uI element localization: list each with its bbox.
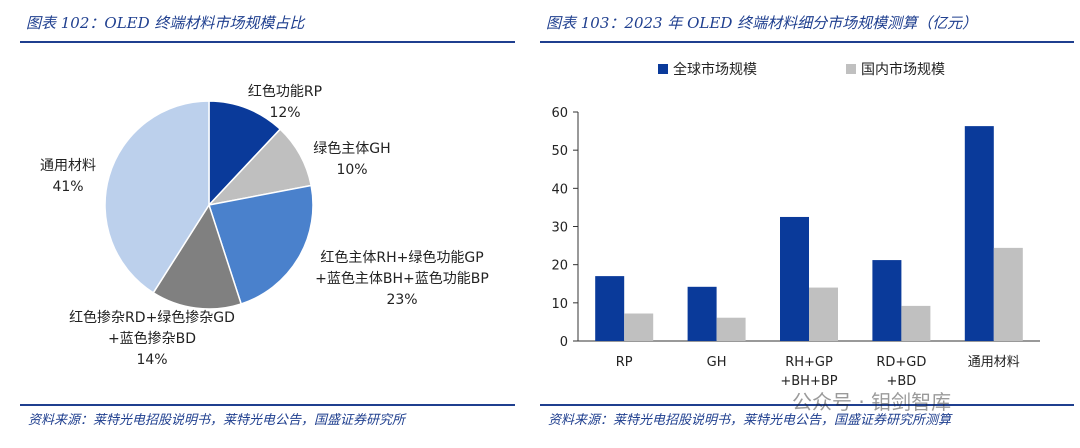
title-rule bbox=[540, 41, 1074, 43]
y-tick-label: 50 bbox=[551, 144, 568, 159]
bar-source-note: 资料来源：莱特光电招股说明书，莱特光电公告，国盛证券研究所测算 bbox=[548, 413, 952, 428]
y-tick-label: 20 bbox=[551, 259, 568, 274]
slice-value-label: 41% bbox=[52, 179, 83, 195]
y-tick-label: 60 bbox=[551, 106, 568, 121]
slice-category-label: +蓝色主体BH+蓝色功能BP bbox=[315, 270, 489, 287]
y-tick-label: 30 bbox=[551, 221, 568, 236]
bar-domestic bbox=[716, 317, 746, 341]
legend-label: 全球市场规模 bbox=[673, 61, 757, 78]
bar-global bbox=[687, 286, 717, 341]
bar-global bbox=[780, 216, 809, 341]
bar-panel: 图表 103：2023 年 OLED 终端材料细分市场规模测算（亿元） 0 10 2… bbox=[540, 0, 1080, 448]
pie-panel: 图表 102：OLED 终端材料市场规模占比 红色功能RP 12% 绿色主体GH 10… bbox=[0, 0, 515, 448]
slice-value-label: 12% bbox=[269, 105, 300, 121]
slice-category-label: 红色主体RH+绿色功能GP bbox=[320, 249, 483, 266]
bar-global bbox=[595, 276, 625, 341]
slice-value-label: 23% bbox=[386, 292, 417, 308]
pie-slice bbox=[208, 100, 282, 207]
pie-slice bbox=[208, 184, 314, 305]
pie-slice bbox=[152, 203, 243, 310]
slice-category-label: 通用材料 bbox=[40, 158, 96, 174]
x-tick-label: +BD bbox=[886, 374, 916, 389]
slice-category-label: +蓝色掺杂BD bbox=[108, 330, 196, 347]
bar-domestic bbox=[901, 305, 931, 341]
watermark: 公众号 · 钼剑智库 bbox=[792, 390, 952, 414]
bar-chart-title: 图表 103：2023 年 OLED 终端材料细分市场规模测算（亿元） bbox=[546, 14, 978, 32]
bar-domestic bbox=[624, 313, 654, 341]
slice-category-label: 绿色主体GH bbox=[313, 140, 390, 157]
x-tick-label: 通用材料 bbox=[968, 355, 1020, 370]
legend-swatch bbox=[658, 64, 668, 74]
bar-global bbox=[872, 260, 902, 341]
y-tick-label: 40 bbox=[551, 182, 568, 197]
bar-global bbox=[964, 126, 994, 341]
pie-slice bbox=[104, 100, 210, 294]
x-tick-label: GH bbox=[707, 355, 727, 370]
source-rule bbox=[540, 404, 1074, 406]
slice-value-label: 10% bbox=[336, 162, 367, 178]
x-tick-label: RD+GD bbox=[876, 355, 926, 370]
pie-chart: 红色功能RP 12% 绿色主体GH 10% 红色主体RH+绿色功能GP +蓝色主体BH+蓝… bbox=[40, 83, 489, 368]
pie-chart-title: 图表 102：OLED 终端材料市场规模占比 bbox=[26, 14, 305, 32]
bar-chart: 0 10 20 30 40 50 60 RP GH RH+GP +BH+BP RD+GD +BD 通用材料… bbox=[551, 61, 1040, 389]
slice-value-label: 14% bbox=[136, 352, 167, 368]
bar-domestic bbox=[993, 247, 1023, 341]
x-tick-label: RP bbox=[616, 355, 633, 370]
title-rule bbox=[20, 41, 515, 43]
legend-swatch bbox=[846, 64, 856, 74]
source-rule bbox=[20, 404, 515, 406]
y-tick-label: 0 bbox=[560, 335, 568, 350]
slice-category-label: 红色功能RP bbox=[248, 83, 322, 100]
y-tick-label: 10 bbox=[551, 297, 568, 312]
slice-category-label: 红色掺杂RD+绿色掺杂GD bbox=[69, 309, 235, 326]
x-tick-label: RH+GP bbox=[785, 355, 833, 370]
x-tick-label: +BH+BP bbox=[780, 374, 837, 389]
pie-source-note: 资料来源：莱特光电招股说明书，莱特光电公告，国盛证券研究所 bbox=[28, 413, 406, 428]
legend-label: 国内市场规模 bbox=[861, 61, 945, 78]
bar-domestic bbox=[809, 287, 838, 341]
